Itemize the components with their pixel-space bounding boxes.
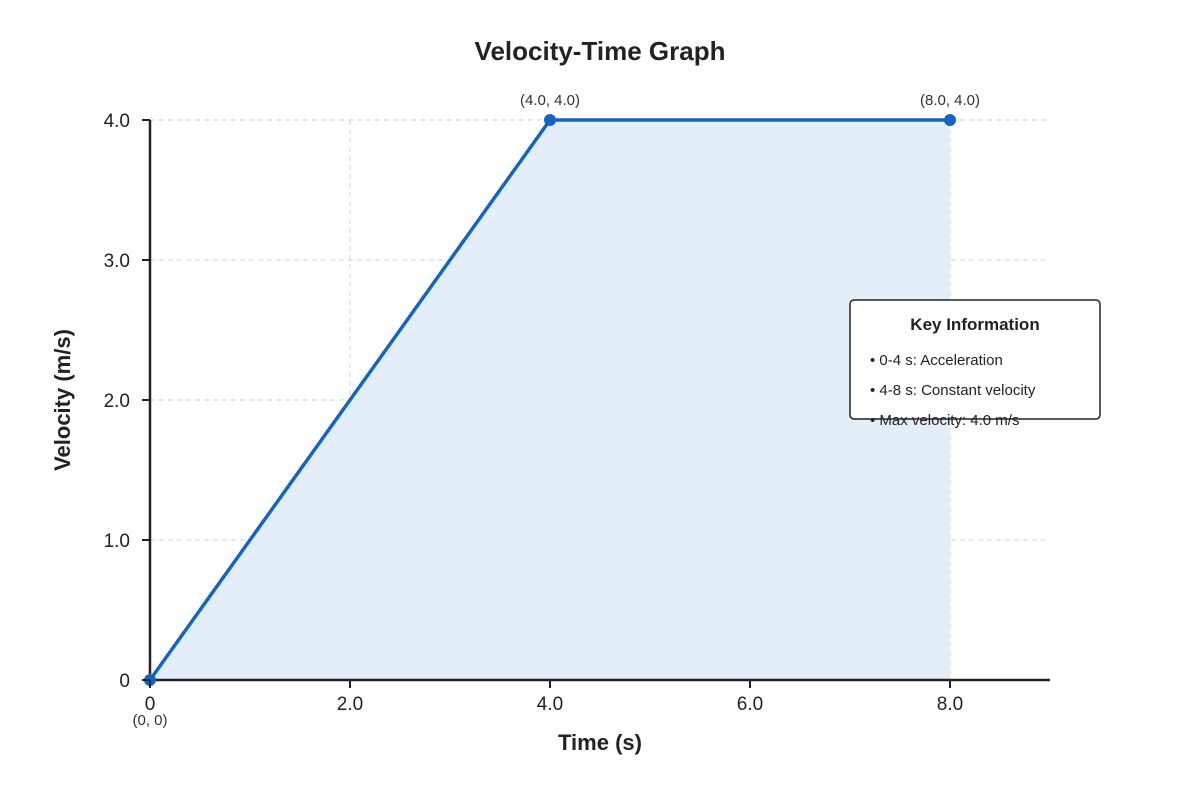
info-item-constant-velocity: • 4-8 s: Constant velocity [870,382,1036,399]
y-tick-label: 4.0 [104,111,130,132]
info-item-acceleration: • 0-4 s: Acceleration [870,352,1003,369]
y-axis-label: Velocity (m/s) [50,329,75,471]
y-tick-label: 3.0 [104,251,130,272]
point-label: (0, 0) [132,712,167,729]
x-tick-label: 0 [145,694,156,715]
key-information-box: Key Information • 0-4 s: Acceleration • … [849,299,1101,429]
point-label: (4.0, 4.0) [520,92,580,109]
y-tick-label: 1.0 [104,531,130,552]
chart-title: Velocity-Time Graph [475,36,726,66]
x-tick-label: 4.0 [537,694,563,715]
x-axis-label: Time (s) [558,730,642,755]
tick-layer: 0 1.0 2.0 3.0 4.0 0 2.0 4.0 6.0 8.0 [104,111,964,715]
info-box-title: Key Information [910,315,1039,334]
info-item-max-velocity: • Max velocity: 4.0 m/s [870,412,1019,429]
x-tick-label: 6.0 [737,694,763,715]
x-tick-label: 2.0 [337,694,363,715]
info-box-frame [849,299,1101,420]
point-layer: (0, 0) (4.0, 4.0) (8.0, 4.0) [132,92,980,729]
x-tick-label: 8.0 [937,694,963,715]
data-point [544,114,556,126]
y-tick-label: 0 [119,671,130,692]
area-layer [150,120,950,680]
area-under-curve [150,120,950,680]
data-point [944,114,956,126]
point-label: (8.0, 4.0) [920,92,980,109]
y-tick-label: 2.0 [104,391,130,412]
